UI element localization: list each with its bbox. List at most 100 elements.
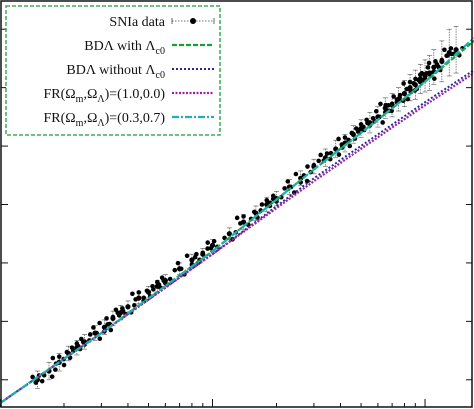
data-point [442, 47, 447, 53]
data-point [150, 284, 155, 289]
legend-label: BDΛ with Λc0 [84, 39, 165, 57]
data-point [383, 102, 389, 108]
data-point [347, 143, 353, 149]
data-point [189, 257, 195, 263]
data-point [336, 152, 342, 157]
data-point [97, 336, 103, 341]
data-point [432, 76, 437, 81]
data-point [439, 57, 445, 63]
legend-box [5, 5, 221, 136]
data-point [433, 59, 438, 64]
data-point [208, 245, 214, 251]
data-point [445, 53, 450, 58]
legend-sample-point [190, 18, 196, 24]
data-point [316, 158, 322, 164]
data-point [361, 124, 366, 130]
legend-text-part: )=(1.0,0.0) [105, 87, 166, 102]
data-point [293, 171, 299, 177]
data-point [132, 303, 137, 308]
data-point [136, 290, 142, 295]
data-point [336, 136, 341, 142]
data-point [101, 324, 108, 330]
data-point [305, 164, 310, 169]
legend-label: SNIa data [109, 15, 165, 30]
data-point [110, 314, 116, 320]
data-point [91, 325, 96, 330]
legend-label: FR(Ωm,ΩΛ)=(0.3,0.7) [43, 111, 165, 129]
data-point [234, 215, 240, 221]
data-point [407, 79, 413, 85]
legend-subscript: Λ [97, 94, 105, 105]
data-point [324, 151, 330, 156]
legend-text-part: ,Ω [83, 87, 97, 102]
data-point [97, 320, 102, 326]
data-point [318, 152, 323, 158]
data-point [333, 146, 339, 152]
legend-label: BDΛ without Λc0 [66, 63, 165, 81]
data-point [205, 240, 211, 245]
data-point [33, 380, 39, 385]
data-point [194, 251, 199, 257]
data-point [397, 95, 402, 100]
data-point [30, 374, 35, 380]
data-point [108, 327, 114, 333]
data-point [50, 355, 56, 361]
data-point [69, 345, 75, 350]
legend-text-part: ,Ω [83, 111, 97, 126]
data-point [402, 91, 407, 96]
data-point [205, 246, 210, 251]
data-point [353, 126, 359, 131]
data-point [416, 77, 421, 83]
data-point [364, 117, 369, 123]
legend-subscript: m [76, 94, 84, 105]
model-curves [0, 37, 474, 405]
legend-subscript: m [76, 118, 84, 129]
data-point [285, 179, 291, 184]
data-point [178, 266, 184, 272]
legend-subscript: Λ [97, 118, 105, 129]
legend-text-part: )=(0.3,0.7) [105, 111, 166, 126]
data-point [133, 297, 138, 302]
data-point [159, 275, 165, 280]
data-point [141, 295, 147, 301]
data-point [342, 135, 348, 140]
legend-subscript: c0 [156, 46, 165, 57]
legend-text-part: BDΛ with Λ [84, 39, 156, 54]
legend-subscript: c0 [156, 70, 165, 81]
data-point [389, 101, 395, 107]
data-point [422, 72, 428, 77]
data-point [184, 253, 190, 259]
data-point [270, 193, 276, 199]
curve-fr-03-07 [0, 37, 474, 405]
data-point [282, 186, 287, 191]
data-point [448, 51, 454, 57]
legend-text-part: BDΛ without Λ [66, 63, 156, 78]
data-point [380, 120, 385, 125]
data-point [241, 214, 246, 219]
x-minor-ticks [0, 399, 426, 407]
data-point [411, 81, 417, 86]
data-point [87, 332, 93, 337]
data-point [56, 354, 62, 359]
data-point [39, 378, 45, 384]
data-point [401, 81, 406, 86]
data-point [370, 115, 376, 121]
data-point [125, 304, 131, 310]
data-point [156, 282, 162, 287]
data-point [378, 101, 383, 107]
data-point [144, 288, 150, 294]
data-point [238, 221, 243, 226]
data-point [259, 202, 265, 207]
data-point [211, 238, 217, 244]
data-point [453, 47, 459, 52]
legend-text-part: FR(Ω [43, 111, 75, 126]
data-point [311, 162, 317, 168]
data-point [116, 313, 122, 318]
data-point [64, 349, 70, 355]
data-point [120, 308, 126, 314]
data-point [130, 291, 135, 297]
data-point [264, 198, 270, 203]
